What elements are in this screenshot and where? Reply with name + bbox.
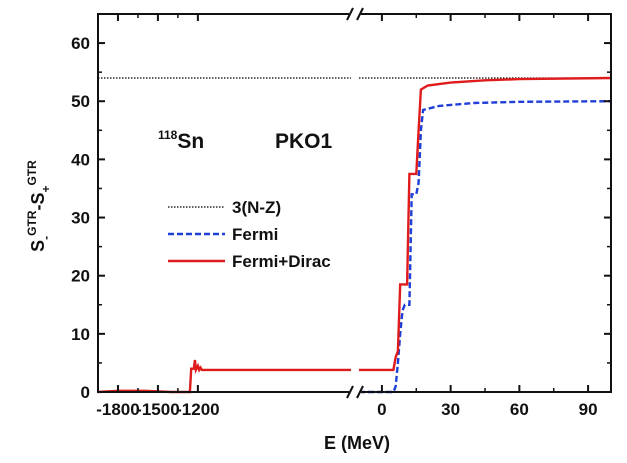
y-title-sup1: GTR (25, 210, 39, 236)
series-fermi-dirac-right (359, 76, 612, 372)
axis-break-slash (356, 7, 364, 21)
y-title-sub1: - (39, 236, 53, 240)
y-title-s2: S (28, 192, 48, 204)
axis-break-slash (346, 385, 354, 399)
axis-break-gap (349, 389, 361, 395)
legend-label-fermi: Fermi (232, 225, 278, 244)
y-title-sup2: GTR (25, 160, 39, 186)
model-annotation: PKO1 (275, 130, 333, 153)
y-tick-label: 30 (71, 209, 90, 228)
axis-break-gap (349, 11, 361, 17)
x-tick-label: -1500 (136, 400, 179, 419)
plot-lines (97, 76, 612, 394)
axis-break-slash (356, 385, 364, 399)
y-title-s1: S (28, 240, 48, 252)
x-tick-label: -1800 (96, 400, 139, 419)
y-title-sub2: + (39, 185, 53, 192)
legend-label-fermi-dirac: Fermi+Dirac (232, 252, 331, 271)
x-tick-label: 30 (441, 400, 460, 419)
y-tick-label: 50 (71, 92, 90, 111)
x-tick-label: -1200 (176, 400, 219, 419)
nucleus-symbol: Sn (177, 130, 204, 153)
axis-break-marks (346, 7, 364, 399)
tick-labels: 0 10 20 30 40 50 60 -1800-1500-1200 0 30 60 90 (71, 34, 597, 419)
x-tick-label: 0 (377, 400, 386, 419)
y-tick-label: 0 (81, 383, 90, 402)
x-axis-title: E (MeV) (324, 433, 390, 453)
axis-break-slash (346, 7, 354, 21)
series-fermi-right (359, 100, 612, 394)
y-tick-label: 60 (71, 34, 90, 53)
plot-frame (97, 13, 612, 393)
nucleus-mass: 118 (158, 128, 178, 142)
legend: 3(N-Z) Fermi Fermi+Dirac (168, 198, 331, 271)
y-title-dash: - (28, 205, 48, 211)
series-fermi-dirac-left (97, 359, 351, 394)
y-axis-title: S-GTR-S+GTR (25, 160, 53, 252)
x-tick-label: 60 (510, 400, 529, 419)
x-tick-label: 90 (579, 400, 598, 419)
y-tick-label: 40 (71, 150, 90, 169)
y-tick-label: 20 (71, 267, 90, 286)
y-tick-label: 10 (71, 325, 90, 344)
legend-label-3-n-z: 3(N-Z) (232, 198, 281, 217)
nucleus-annotation: 118Sn (158, 128, 204, 153)
axis-ticks (98, 14, 611, 393)
